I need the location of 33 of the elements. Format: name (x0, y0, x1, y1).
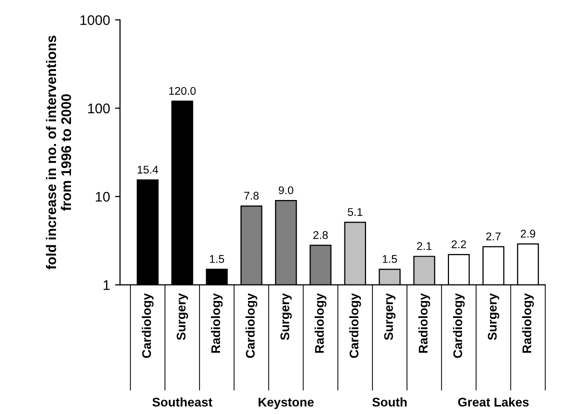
data-label: 1.5 (382, 255, 397, 263)
x-tick-label: Surgery (384, 293, 396, 340)
data-label: 5.1 (348, 208, 362, 216)
data-label: 9.0 (278, 186, 294, 194)
data-label: 120.0 (169, 86, 196, 95)
x-tick-label: Surgery (488, 293, 500, 340)
data-label: 2.7 (486, 232, 501, 240)
x-tick-label: Surgery (176, 293, 188, 340)
data-label: 15.4 (138, 166, 158, 174)
data-label: 2.2 (452, 240, 466, 248)
x-tick-label: Radiology (418, 293, 430, 353)
series-label: South (372, 397, 407, 407)
y-tick-label: 100 (88, 104, 110, 114)
data-label: 1.5 (210, 255, 224, 263)
data-label: 7.8 (244, 192, 259, 200)
x-tick-label: Cardiology (142, 293, 154, 358)
series-label: Great Lakes (458, 397, 529, 407)
x-tick-label: Cardiology (452, 293, 465, 358)
y-tick-label: 10 (96, 192, 110, 202)
x-tick-label: Cardiology (349, 293, 361, 358)
series-label: Keystone (258, 398, 314, 410)
x-tick-label: Radiology (522, 293, 534, 353)
x-tick-label: Cardiology (246, 293, 258, 358)
data-label: 2.9 (520, 230, 536, 238)
y-axis-title: fold increase in no. of interventions from 1996 to 2000 (46, 36, 72, 270)
x-tick-label: Radiology (314, 293, 326, 353)
y-tick-label: 1000 (80, 15, 110, 26)
data-label: 2.8 (313, 231, 328, 239)
data-label: 2.1 (417, 242, 432, 250)
series-label: Southeast (152, 397, 212, 407)
x-tick-label: Radiology (210, 293, 223, 353)
y-tick-label: 1 (104, 280, 110, 290)
x-tick-label: Surgery (280, 293, 292, 340)
